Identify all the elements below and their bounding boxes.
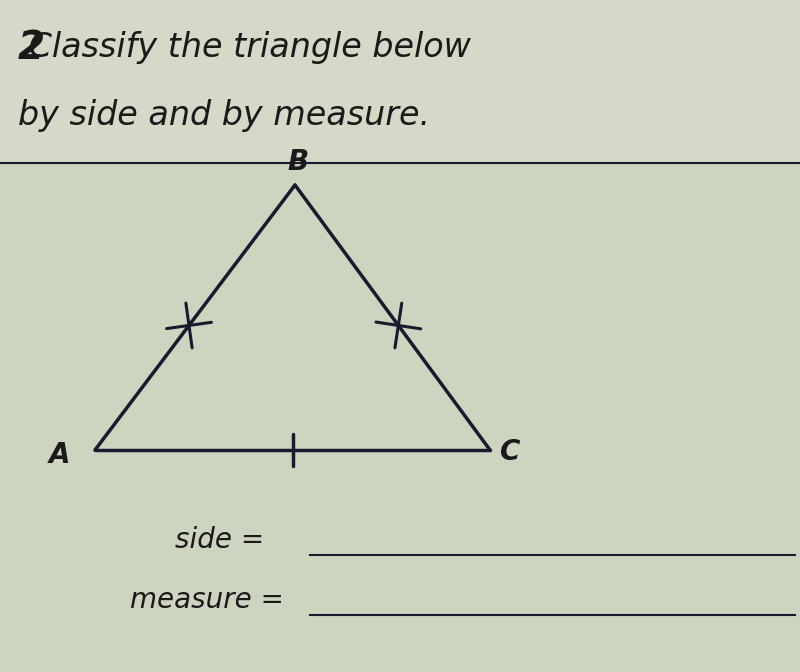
Bar (0, 0, 800, 163)
Text: Classify the triangle below: Classify the triangle below (18, 32, 471, 65)
Text: C: C (500, 438, 520, 466)
Text: measure =: measure = (130, 586, 284, 614)
Text: by side and by measure.: by side and by measure. (18, 99, 430, 132)
Text: A: A (50, 441, 70, 469)
Text: side =: side = (175, 526, 264, 554)
Text: B: B (287, 148, 309, 176)
Text: 2: 2 (18, 29, 45, 67)
